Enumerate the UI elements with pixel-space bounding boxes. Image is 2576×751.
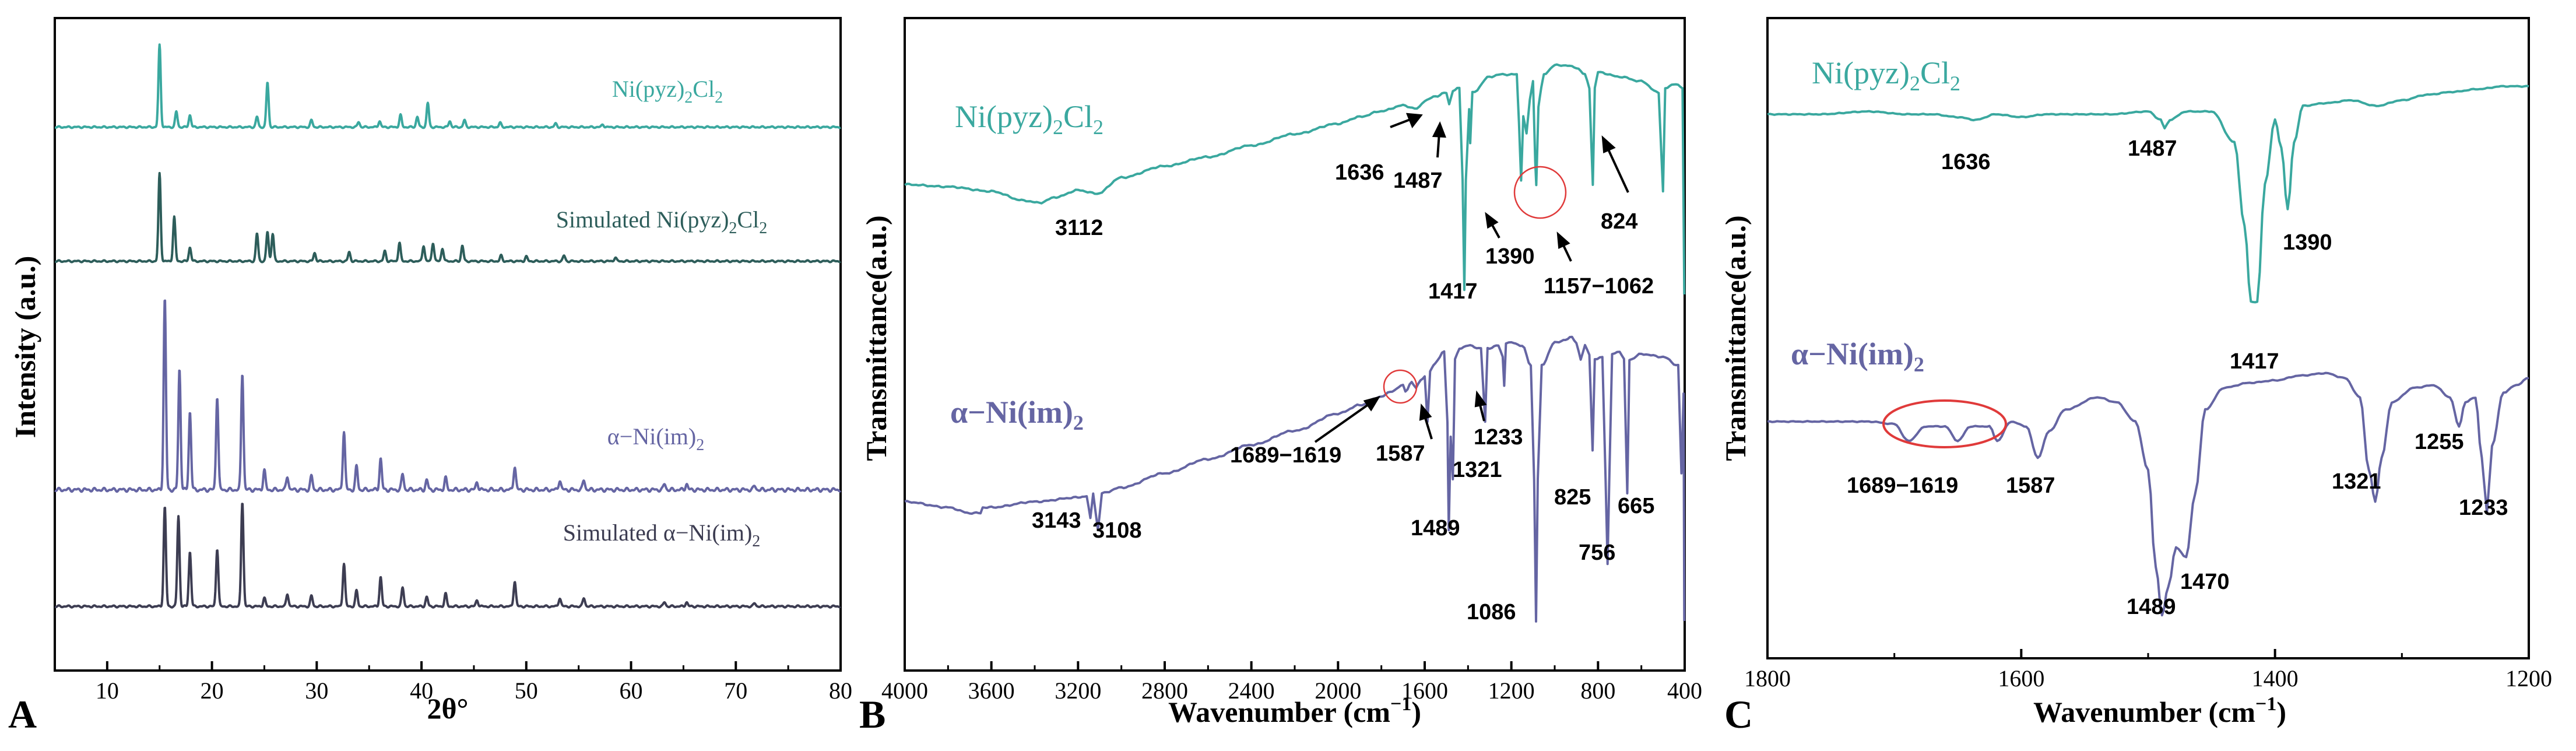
panel-b-letter: B	[859, 692, 885, 736]
panel-b-xlabel-tail: )	[1411, 696, 1421, 728]
panel-a-xtick-label-70: 70	[724, 678, 747, 704]
panel-b-xtick-label-2800: 2800	[1141, 678, 1188, 704]
panel-b-annot-1086: 1086	[1467, 600, 1516, 624]
panel-c-annot-1489: 1489	[2127, 595, 2176, 619]
panel-c-annot-1255: 1255	[2415, 430, 2464, 454]
panel-c-annot-1321: 1321	[2332, 469, 2381, 494]
panel-b-annot-665: 665	[1618, 494, 1654, 518]
panel-a-xtick-label-60: 60	[620, 678, 643, 704]
panel-b-annot-1157-1062: 1157−1062	[1544, 274, 1654, 299]
panel-c-annot-1487: 1487	[2128, 136, 2177, 161]
arrowhead-1157	[1556, 231, 1570, 250]
panel-b-xtick-label-1200: 1200	[1488, 678, 1535, 704]
panel-b-series-label-2: α−Ni(im)2	[950, 395, 1084, 434]
panel-b-ylabel: Transmittance(a.u.)	[860, 215, 892, 461]
arrowhead-1390	[1485, 212, 1499, 229]
panel-b-annot-825: 825	[1554, 485, 1591, 510]
panel-b-xtick-label-800: 800	[1580, 678, 1615, 704]
panel-a-ylabel: Intensity (a.u.)	[9, 256, 41, 438]
panel-b-annot-3112: 3112	[1055, 216, 1103, 240]
panel-c-xtick-label-1800: 1800	[1744, 665, 1791, 692]
panel-b-annot-1390: 1390	[1485, 244, 1535, 269]
panel-b-annot-1636: 1636	[1335, 160, 1384, 185]
panel-b-xtick-label-1600: 1600	[1401, 678, 1448, 704]
panel-b-annot-1321: 1321	[1453, 458, 1502, 482]
panel-c-annot-1390: 1390	[2283, 230, 2332, 255]
panel-a-series-label-2: Simulated Ni(pyz)2Cl2	[556, 206, 767, 237]
panel-b-arrows	[1314, 113, 1629, 443]
arrowhead-824	[1601, 135, 1616, 153]
panel-a-xtick-label-80: 80	[829, 678, 852, 704]
panel-c-xlabel: Wavenumber (cm−1)	[2033, 693, 2286, 728]
panel-a-xtick-label-30: 30	[305, 678, 328, 704]
arrowhead-1487	[1432, 121, 1446, 138]
panel-b-annot-1689-1619: 1689−1619	[1230, 443, 1341, 468]
panel-a: 10 20 30 40 50 60 70 80 Ni(pyz)2Cl2 Simulated N…	[8, 17, 852, 736]
panel-a-xtick-label-10: 10	[96, 678, 119, 704]
arrowhead-1587	[1419, 403, 1432, 421]
panel-b-xlabel-sup: −1	[1390, 693, 1411, 715]
panel-c-annot-1636: 1636	[1941, 150, 1991, 174]
panel-b: 4000 3600 3200 2800 2400 2000 1600 1200 800 400 N…	[859, 17, 1702, 736]
panel-b-xtick-label-2400: 2400	[1228, 678, 1275, 704]
panel-b-xlabel: Wavenumber (cm−1)	[1168, 693, 1421, 728]
panel-a-series-1-trace	[54, 43, 842, 129]
arrowhead-1233	[1474, 390, 1487, 408]
panel-a-xtick-label-40: 40	[410, 678, 433, 704]
panel-b-annot-1233: 1233	[1474, 425, 1523, 450]
arrowhead-1636	[1405, 113, 1423, 128]
panel-c-xlabel-tail: )	[2276, 696, 2286, 728]
panel-b-annot-1417: 1417	[1428, 279, 1478, 304]
panel-b-xtick-label-400: 400	[1667, 678, 1702, 704]
panel-c-series-label-1: Ni(pyz)2Cl2	[1812, 55, 1960, 95]
panel-a-series-label-3: α−Ni(im)2	[607, 423, 704, 454]
panel-b-annot-3143: 3143	[1032, 508, 1081, 533]
panel-b-highlight-circle-2	[1383, 369, 1418, 404]
panel-b-annot-3108: 3108	[1092, 518, 1142, 543]
panel-b-annot-756: 756	[1579, 541, 1615, 565]
panel-a-letter: A	[8, 692, 37, 736]
panel-c-series-1-trace	[1767, 85, 2529, 304]
panel-a-frame	[54, 17, 842, 672]
panel-c-series-label-2: α−Ni(im)2	[1791, 336, 1924, 376]
panel-c-annot-1233: 1233	[2459, 496, 2508, 520]
panel-c: 1800 1600 1400 1200 Ni(pyz)2Cl2 α−Ni(im)2 1…	[1719, 17, 2552, 736]
panel-c-annot-1470: 1470	[2180, 570, 2230, 594]
panel-b-xtick-label-4000: 4000	[881, 678, 928, 704]
panel-c-xtick-label-1200: 1200	[2505, 665, 2552, 692]
panel-c-annot-1689-1619: 1689−1619	[1847, 473, 1958, 498]
arrowhead-1689-1619	[1363, 395, 1381, 412]
panel-b-xtick-label-2000: 2000	[1315, 678, 1361, 704]
panel-a-series-label-4: Simulated α−Ni(im)2	[563, 520, 761, 550]
panel-c-xlabel-base: Wavenumber (cm	[2033, 696, 2255, 728]
panel-c-annot-1587: 1587	[2006, 473, 2055, 498]
panel-a-series-4-trace	[54, 503, 842, 609]
panel-a-xtick-label-20: 20	[201, 678, 224, 704]
panel-b-highlight-circle-1	[1513, 166, 1567, 219]
panel-c-xlabel-sup: −1	[2255, 693, 2276, 715]
panel-b-xtick-label-3200: 3200	[1055, 678, 1101, 704]
panel-c-xtick-label-1600: 1600	[1998, 665, 2044, 692]
panel-b-annot-1489: 1489	[1411, 516, 1460, 541]
panel-c-ylabel: Transmittance(a.u.)	[1719, 215, 1752, 461]
panel-b-annot-824: 824	[1601, 209, 1637, 234]
panel-b-annot-1587: 1587	[1376, 441, 1425, 466]
panel-b-xlabel-base: Wavenumber (cm	[1168, 696, 1390, 728]
panel-c-series-2-trace	[1767, 371, 2529, 617]
panel-b-series-2-trace	[904, 335, 1686, 623]
panel-c-highlight-ellipse	[1882, 399, 2007, 448]
panel-b-series-label-1: Ni(pyz)2Cl2	[955, 99, 1104, 139]
panel-c-annot-1417: 1417	[2230, 349, 2279, 374]
panel-a-xlabel: 2θ°	[427, 692, 468, 725]
panel-a-series-3-trace	[54, 299, 842, 493]
panel-c-xtick-label-1400: 1400	[2252, 665, 2299, 692]
panel-b-annot-1487: 1487	[1393, 169, 1443, 193]
panel-a-series-2-trace	[54, 171, 842, 264]
panel-b-series-1-trace	[904, 63, 1686, 295]
panel-a-series-label-1: Ni(pyz)2Cl2	[612, 76, 723, 107]
panel-a-xtick-label-50: 50	[515, 678, 538, 704]
panel-b-xtick-label-3600: 3600	[968, 678, 1015, 704]
panel-c-letter: C	[1724, 692, 1753, 736]
